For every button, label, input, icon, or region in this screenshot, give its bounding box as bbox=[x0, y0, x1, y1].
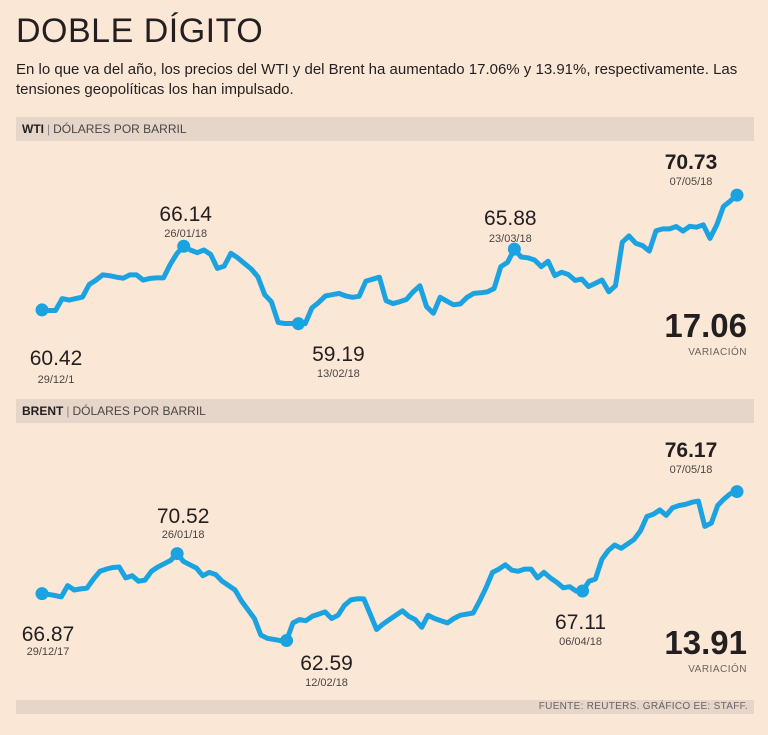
source-text: FUENTE: REUTERS. GRÁFICO EE: STAFF. bbox=[538, 701, 748, 712]
data-label-value: 70.52 bbox=[157, 505, 210, 528]
brent-unit: DÓLARES POR BARRIL bbox=[72, 404, 206, 418]
data-point-marker bbox=[576, 584, 590, 598]
brent-change-label: VARIACIÓN bbox=[688, 662, 747, 675]
data-label-date: 12/02/18 bbox=[305, 677, 348, 689]
brent-series-line bbox=[39, 489, 740, 644]
wti-change-label: VARIACIÓN bbox=[688, 345, 747, 358]
data-label-date: 29/12/1 bbox=[38, 374, 75, 386]
data-point-marker bbox=[280, 634, 294, 648]
wti-series-line bbox=[39, 192, 740, 327]
data-point-marker bbox=[35, 303, 49, 317]
data-point-marker bbox=[35, 587, 49, 601]
data-label-value: 62.59 bbox=[300, 652, 353, 675]
data-point-marker bbox=[730, 485, 744, 499]
brent-code: BRENT bbox=[22, 404, 64, 418]
data-label-date: 13/02/18 bbox=[317, 368, 360, 380]
brent-header-band: BRENT | DÓLARES POR BARRIL bbox=[16, 399, 754, 423]
data-point-marker bbox=[170, 547, 184, 561]
data-label-date: 07/05/18 bbox=[670, 176, 713, 188]
data-label-value: 76.17 bbox=[665, 439, 718, 462]
wti-chart: 60.42 29/12/1 66.14 26/01/18 59.19 13/02/18 65… bbox=[30, 151, 747, 386]
data-point-marker bbox=[177, 239, 191, 253]
subtitle: En lo que va del año, los precios del WT… bbox=[16, 61, 738, 98]
data-label-value: 60.42 bbox=[30, 347, 83, 370]
data-label-value: 66.87 bbox=[22, 623, 75, 646]
wti-header-band: WTI | DÓLARES POR BARRIL bbox=[16, 117, 754, 141]
data-label-date: 06/04/18 bbox=[559, 636, 602, 648]
brent-change-value: 13.91 bbox=[664, 624, 747, 661]
data-label-value: 65.88 bbox=[484, 207, 537, 230]
wti-separator: | bbox=[47, 122, 51, 136]
wti-code: WTI bbox=[22, 122, 44, 136]
source-footer: FUENTE: REUTERS. GRÁFICO EE: STAFF. bbox=[16, 700, 754, 714]
data-label-value: 66.14 bbox=[159, 203, 212, 226]
data-label-value: 70.73 bbox=[665, 151, 718, 174]
data-label-date: 07/05/18 bbox=[670, 464, 713, 476]
data-label-date: 26/01/18 bbox=[162, 529, 205, 541]
data-label-date: 29/12/17 bbox=[27, 646, 70, 658]
data-point-marker bbox=[730, 188, 744, 202]
data-label-date: 23/03/18 bbox=[489, 233, 532, 245]
data-label-value: 67.11 bbox=[555, 611, 606, 634]
data-label-date: 26/01/18 bbox=[164, 228, 207, 240]
data-label-value: 59.19 bbox=[312, 343, 365, 366]
brent-separator: | bbox=[66, 404, 70, 418]
wti-change-value: 17.06 bbox=[664, 307, 747, 344]
data-point-marker bbox=[507, 242, 521, 256]
wti-unit: DÓLARES POR BARRIL bbox=[53, 122, 187, 136]
data-point-marker bbox=[291, 317, 305, 331]
page-title: DOBLE DÍGITO bbox=[16, 12, 264, 50]
